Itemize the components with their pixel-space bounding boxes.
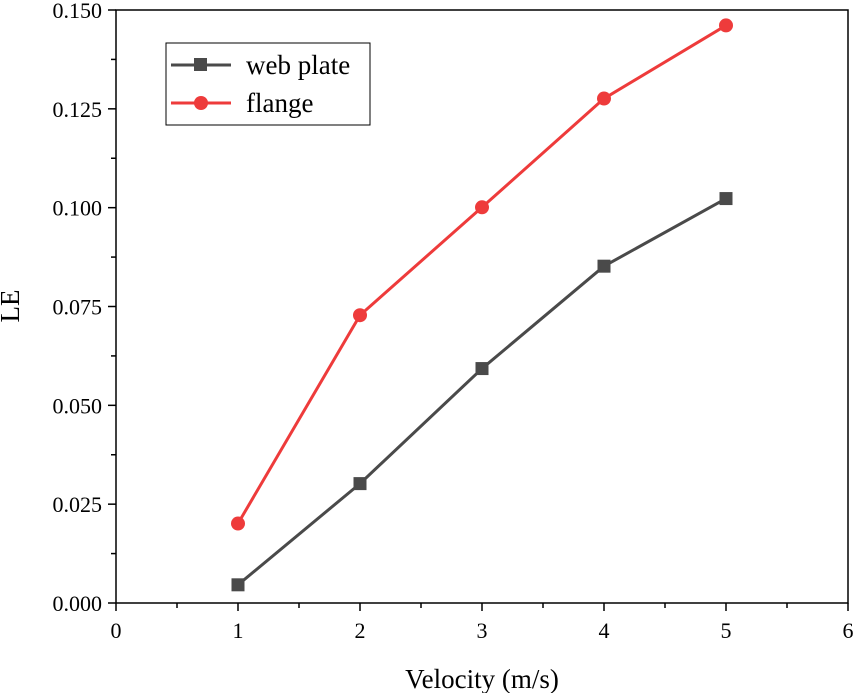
legend-marker-flange	[194, 96, 208, 110]
series-layer	[231, 18, 733, 592]
data-point-web-plate	[353, 477, 367, 491]
data-point-flange	[353, 308, 367, 323]
data-point-flange	[597, 91, 611, 106]
y-tick-label: 0.000	[53, 591, 103, 616]
x-tick-label: 6	[843, 618, 854, 643]
data-point-flange	[231, 516, 245, 531]
data-point-web-plate	[475, 362, 489, 376]
legend: web plate flange	[165, 42, 371, 126]
axes: 0 1 2 3 4 5 6 0.000 0.025 0.050 0.075 0.100 0.125 0.1…	[53, 0, 854, 643]
data-point-web-plate	[719, 192, 733, 206]
x-tick-label: 4	[599, 618, 610, 643]
x-tick-label: 2	[355, 618, 366, 643]
y-axis-title: LE	[0, 290, 25, 323]
data-point-web-plate	[597, 259, 611, 273]
x-axis-title: Velocity (m/s)	[405, 664, 559, 693]
x-tick-label: 0	[111, 618, 122, 643]
y-tick-label: 0.050	[53, 393, 103, 418]
legend-label-web-plate: web plate	[246, 50, 350, 80]
legend-marker-web-plate	[194, 58, 207, 71]
legend-label-flange: flange	[246, 88, 313, 118]
x-tick-label: 1	[233, 618, 244, 643]
data-point-flange	[719, 18, 733, 33]
y-tick-label: 0.125	[53, 97, 103, 122]
x-tick-label: 5	[721, 618, 732, 643]
y-tick-label: 0.025	[53, 492, 103, 517]
x-tick-label: 3	[477, 618, 488, 643]
series-web-plate	[231, 192, 733, 592]
series-line-web-plate	[237, 197, 727, 586]
data-point-flange	[475, 200, 489, 215]
data-point-web-plate	[231, 578, 245, 592]
y-tick-label: 0.075	[53, 295, 103, 320]
legend-box	[165, 42, 371, 126]
y-tick-label: 0.150	[53, 0, 103, 23]
y-tick-label: 0.100	[53, 196, 103, 221]
series-flange	[231, 18, 733, 531]
